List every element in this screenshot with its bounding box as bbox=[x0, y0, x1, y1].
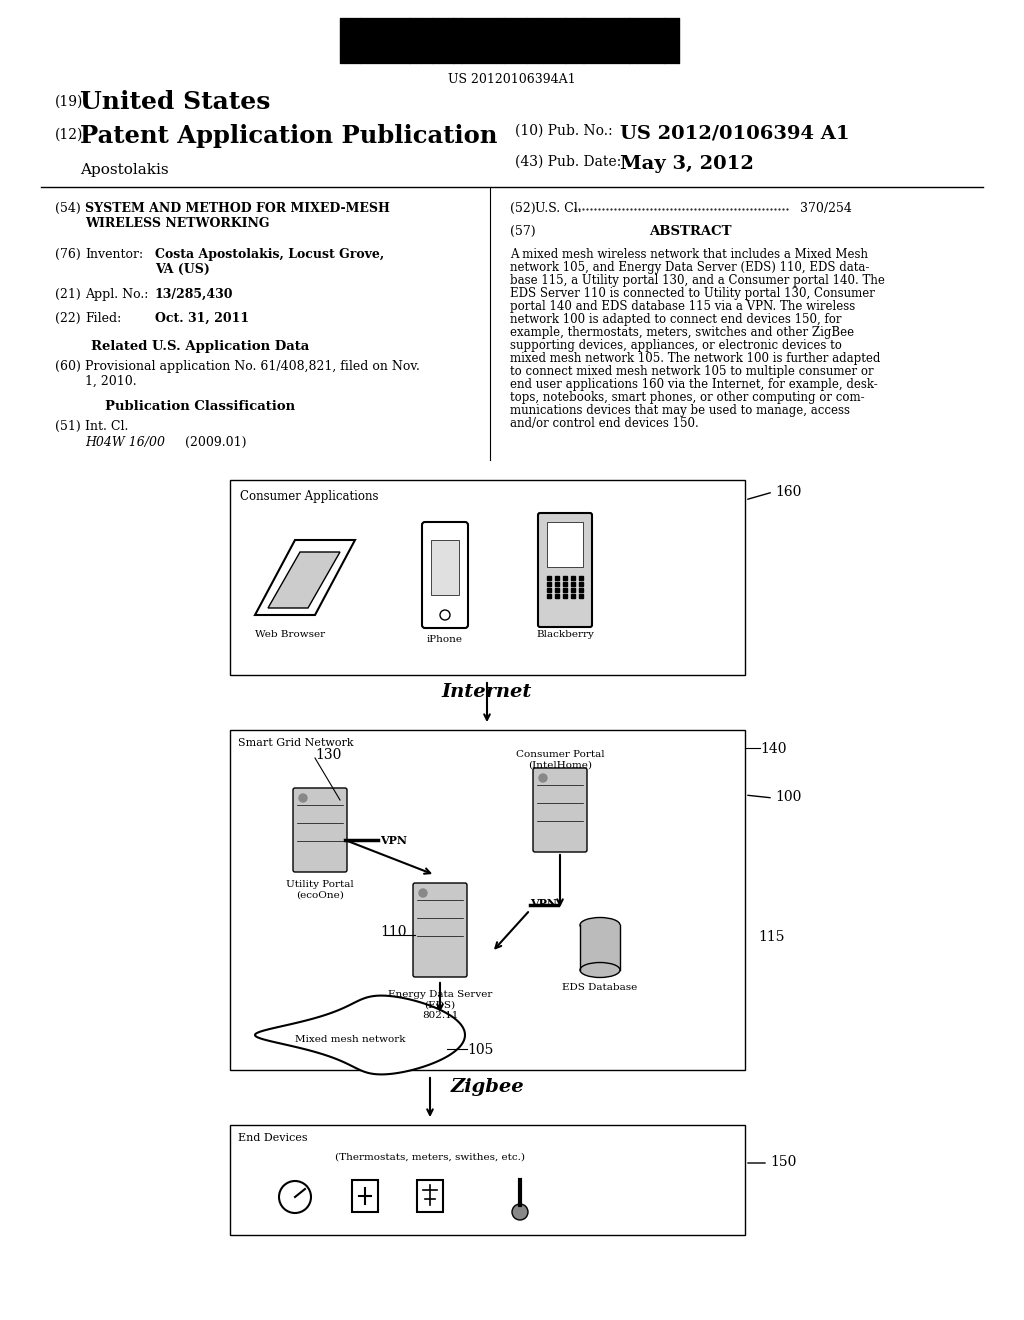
Text: Appl. No.:: Appl. No.: bbox=[85, 288, 148, 301]
Text: Int. Cl.: Int. Cl. bbox=[85, 420, 128, 433]
FancyBboxPatch shape bbox=[293, 788, 347, 873]
Text: 370/254: 370/254 bbox=[800, 202, 852, 215]
Text: EDS Server 110 is connected to Utility portal 130, Consumer: EDS Server 110 is connected to Utility p… bbox=[510, 286, 874, 300]
Text: mixed mesh network 105. The network 100 is further adapted: mixed mesh network 105. The network 100 … bbox=[510, 352, 881, 366]
Text: Patent Application Publication: Patent Application Publication bbox=[80, 124, 498, 148]
Bar bbox=[230, 730, 745, 1071]
Text: (60): (60) bbox=[55, 360, 81, 374]
Text: VPN: VPN bbox=[380, 836, 407, 846]
Text: 160: 160 bbox=[775, 484, 802, 499]
Text: Consumer Portal
(IntelHome): Consumer Portal (IntelHome) bbox=[516, 750, 604, 770]
Text: Energy Data Server
(EDS)
802.11: Energy Data Server (EDS) 802.11 bbox=[388, 990, 493, 1020]
Text: Publication Classification: Publication Classification bbox=[104, 400, 295, 413]
Text: Oct. 31, 2011: Oct. 31, 2011 bbox=[155, 312, 249, 325]
Bar bbox=[230, 480, 745, 675]
Text: network 100 is adapted to connect end devices 150, for: network 100 is adapted to connect end de… bbox=[510, 313, 842, 326]
Text: 115: 115 bbox=[758, 931, 784, 944]
Polygon shape bbox=[255, 995, 465, 1074]
Text: Utility Portal
(ecoOne): Utility Portal (ecoOne) bbox=[286, 880, 354, 899]
Bar bbox=[547, 521, 583, 568]
Text: VPN: VPN bbox=[530, 898, 557, 909]
Text: tops, notebooks, smart phones, or other computing or com-: tops, notebooks, smart phones, or other … bbox=[510, 391, 864, 404]
Text: (12): (12) bbox=[55, 128, 83, 143]
Text: Provisional application No. 61/408,821, filed on Nov.
1, 2010.: Provisional application No. 61/408,821, … bbox=[85, 360, 420, 388]
Text: Consumer Applications: Consumer Applications bbox=[240, 490, 379, 503]
Text: Zigbee: Zigbee bbox=[451, 1078, 524, 1096]
FancyBboxPatch shape bbox=[413, 883, 467, 977]
Text: 105: 105 bbox=[467, 1043, 494, 1057]
Text: Web Browser: Web Browser bbox=[255, 630, 325, 639]
Text: Internet: Internet bbox=[441, 682, 532, 701]
Text: H04W 16/00: H04W 16/00 bbox=[85, 436, 165, 449]
Text: Blackberry: Blackberry bbox=[536, 630, 594, 639]
Text: base 115, a Utility portal 130, and a Consumer portal 140. The: base 115, a Utility portal 130, and a Co… bbox=[510, 275, 885, 286]
Text: End Devices: End Devices bbox=[238, 1133, 307, 1143]
Text: to connect mixed mesh network 105 to multiple consumer or: to connect mixed mesh network 105 to mul… bbox=[510, 366, 873, 378]
Circle shape bbox=[512, 1204, 528, 1220]
Text: (10) Pub. No.:: (10) Pub. No.: bbox=[515, 124, 612, 139]
Bar bbox=[230, 1125, 745, 1236]
Text: (54): (54) bbox=[55, 202, 81, 215]
Circle shape bbox=[419, 888, 427, 898]
FancyBboxPatch shape bbox=[538, 513, 592, 627]
Text: Inventor:: Inventor: bbox=[85, 248, 143, 261]
Text: SYSTEM AND METHOD FOR MIXED-MESH
WIRELESS NETWORKING: SYSTEM AND METHOD FOR MIXED-MESH WIRELES… bbox=[85, 202, 390, 230]
Text: (52): (52) bbox=[510, 202, 536, 215]
Text: Smart Grid Network: Smart Grid Network bbox=[238, 738, 353, 748]
FancyBboxPatch shape bbox=[422, 521, 468, 628]
Circle shape bbox=[539, 774, 547, 781]
Text: Costa Apostolakis, Locust Grove,
VA (US): Costa Apostolakis, Locust Grove, VA (US) bbox=[155, 248, 384, 276]
Text: US 2012/0106394 A1: US 2012/0106394 A1 bbox=[620, 124, 850, 143]
Text: 110: 110 bbox=[380, 925, 407, 939]
Bar bbox=[352, 1180, 378, 1212]
Text: portal 140 and EDS database 115 via a VPN. The wireless: portal 140 and EDS database 115 via a VP… bbox=[510, 300, 855, 313]
Text: Filed:: Filed: bbox=[85, 312, 121, 325]
Text: iPhone: iPhone bbox=[427, 635, 463, 644]
Text: May 3, 2012: May 3, 2012 bbox=[620, 154, 754, 173]
Text: end user applications 160 via the Internet, for example, desk-: end user applications 160 via the Intern… bbox=[510, 378, 878, 391]
Text: 140: 140 bbox=[760, 742, 786, 756]
Text: 100: 100 bbox=[775, 789, 802, 804]
Text: 150: 150 bbox=[770, 1155, 797, 1170]
Bar bbox=[580, 925, 620, 970]
Text: (2009.01): (2009.01) bbox=[185, 436, 247, 449]
Text: (19): (19) bbox=[55, 95, 83, 110]
Text: network 105, and Energy Data Server (EDS) 110, EDS data-: network 105, and Energy Data Server (EDS… bbox=[510, 261, 869, 275]
Text: A mixed mesh wireless network that includes a Mixed Mesh: A mixed mesh wireless network that inclu… bbox=[510, 248, 868, 261]
Text: US 20120106394A1: US 20120106394A1 bbox=[449, 73, 575, 86]
Ellipse shape bbox=[580, 917, 620, 932]
Text: (Thermostats, meters, swithes, etc.): (Thermostats, meters, swithes, etc.) bbox=[335, 1152, 525, 1162]
Text: (22): (22) bbox=[55, 312, 81, 325]
Bar bbox=[431, 540, 459, 595]
Ellipse shape bbox=[580, 962, 620, 978]
Text: example, thermostats, meters, switches and other ZigBee: example, thermostats, meters, switches a… bbox=[510, 326, 854, 339]
Text: munications devices that may be used to manage, access: munications devices that may be used to … bbox=[510, 404, 850, 417]
FancyBboxPatch shape bbox=[534, 768, 587, 851]
Text: United States: United States bbox=[80, 90, 270, 114]
Text: (57): (57) bbox=[510, 224, 536, 238]
Polygon shape bbox=[268, 552, 340, 609]
Text: Mixed mesh network: Mixed mesh network bbox=[295, 1035, 406, 1044]
Text: ABSTRACT: ABSTRACT bbox=[649, 224, 731, 238]
Text: U.S. Cl.: U.S. Cl. bbox=[535, 202, 582, 215]
Text: and/or control end devices 150.: and/or control end devices 150. bbox=[510, 417, 698, 430]
Text: 13/285,430: 13/285,430 bbox=[155, 288, 233, 301]
Text: (76): (76) bbox=[55, 248, 81, 261]
Text: (43) Pub. Date:: (43) Pub. Date: bbox=[515, 154, 622, 169]
Text: (21): (21) bbox=[55, 288, 81, 301]
Text: (51): (51) bbox=[55, 420, 81, 433]
Text: supporting devices, appliances, or electronic devices to: supporting devices, appliances, or elect… bbox=[510, 339, 842, 352]
Text: Apostolakis: Apostolakis bbox=[80, 162, 169, 177]
Text: EDS Database: EDS Database bbox=[562, 983, 638, 993]
Text: 130: 130 bbox=[315, 748, 341, 762]
Circle shape bbox=[299, 795, 307, 803]
Bar bbox=[417, 1180, 443, 1212]
Text: Related U.S. Application Data: Related U.S. Application Data bbox=[91, 341, 309, 352]
